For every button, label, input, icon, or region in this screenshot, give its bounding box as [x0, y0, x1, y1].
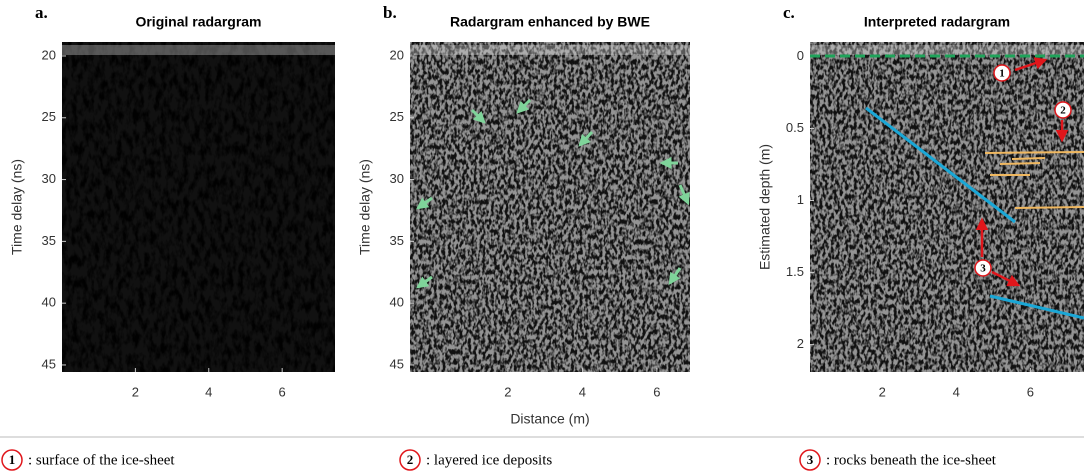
y-tick-label: 35 — [390, 233, 404, 248]
y-tick-label: 30 — [42, 171, 56, 186]
number-circle — [1, 449, 23, 471]
y-tick-label: 25 — [390, 109, 404, 124]
panel-letter: a. — [35, 3, 48, 22]
rock-line — [989, 294, 1084, 320]
x-tick-label: 4 — [953, 384, 960, 399]
y-axis-label: Time delay (ns) — [9, 159, 25, 255]
y-tick-label: 1 — [797, 192, 804, 207]
interpretation — [810, 54, 1084, 320]
green-arrows — [416, 98, 690, 289]
y-tick-label: 35 — [42, 233, 56, 248]
legend-text: : layered ice deposits — [426, 452, 552, 468]
x-tick-label: 6 — [653, 384, 660, 399]
x-tick-label: 2 — [879, 384, 886, 399]
y-tick-label: 20 — [390, 47, 404, 62]
panel: b. Radargram enhanced by BWE Time delay (n… — [357, 3, 690, 427]
radargram-texture — [410, 42, 690, 372]
x-tick-label: 6 — [1027, 384, 1034, 399]
surface-band — [410, 45, 690, 55]
x-tick-label: 6 — [279, 384, 286, 399]
x-axis-label: Distance (m) — [510, 411, 589, 427]
panel-letter: b. — [383, 3, 397, 22]
red-arrows — [975, 57, 1069, 287]
y-tick-label: 45 — [390, 356, 404, 371]
number-label: 1 — [999, 68, 1005, 80]
y-axis-label: Estimated depth (m) — [757, 144, 773, 270]
number-label: 2 — [1060, 105, 1066, 117]
number-label: 1 — [9, 452, 16, 467]
surface-band — [62, 45, 335, 55]
y-tick-label: 2 — [797, 336, 804, 351]
panel-letter: c. — [783, 3, 795, 22]
number-label: 3 — [980, 263, 986, 275]
number-label: 2 — [407, 452, 414, 467]
x-tick-label: 2 — [132, 384, 139, 399]
number-circle — [993, 64, 1011, 82]
x-tick-label: 4 — [205, 384, 212, 399]
radargram-texture — [62, 42, 335, 372]
panel: a. Original radargram Time delay (ns) 20 25 3… — [9, 3, 335, 399]
y-tick-label: 1.5 — [786, 264, 804, 279]
y-tick-label: 0 — [797, 48, 804, 63]
panel-title: Interpreted radargram — [864, 14, 1010, 30]
number-circle — [1054, 101, 1072, 119]
y-tick-label: 25 — [42, 109, 56, 124]
number-label: 3 — [807, 452, 814, 467]
y-tick-label: 30 — [390, 171, 404, 186]
number-circle — [399, 449, 421, 471]
panel-title: Radargram enhanced by BWE — [450, 14, 650, 30]
legend: 1 : surface of the ice-sheet 2 : layered ic… — [1, 449, 997, 471]
x-tick-label: 4 — [579, 384, 586, 399]
x-tick-label: 2 — [504, 384, 511, 399]
y-tick-label: 0.5 — [786, 120, 804, 135]
y-axis-label: Time delay (ns) — [357, 159, 373, 255]
annotations: 1 2 3 — [974, 64, 1072, 277]
layer-lines — [984, 151, 1084, 209]
y-tick-label: 20 — [42, 47, 56, 62]
rock-line — [865, 106, 1016, 224]
legend-text: : surface of the ice-sheet — [28, 452, 175, 468]
y-tick-label: 40 — [42, 295, 56, 310]
panel-title: Original radargram — [135, 14, 261, 30]
legend-text: : rocks beneath the ice-sheet — [826, 452, 997, 468]
y-tick-label: 40 — [390, 295, 404, 310]
surface-band — [810, 45, 1084, 55]
number-circle — [974, 259, 992, 277]
number-circle — [799, 449, 821, 471]
y-tick-label: 45 — [42, 356, 56, 371]
